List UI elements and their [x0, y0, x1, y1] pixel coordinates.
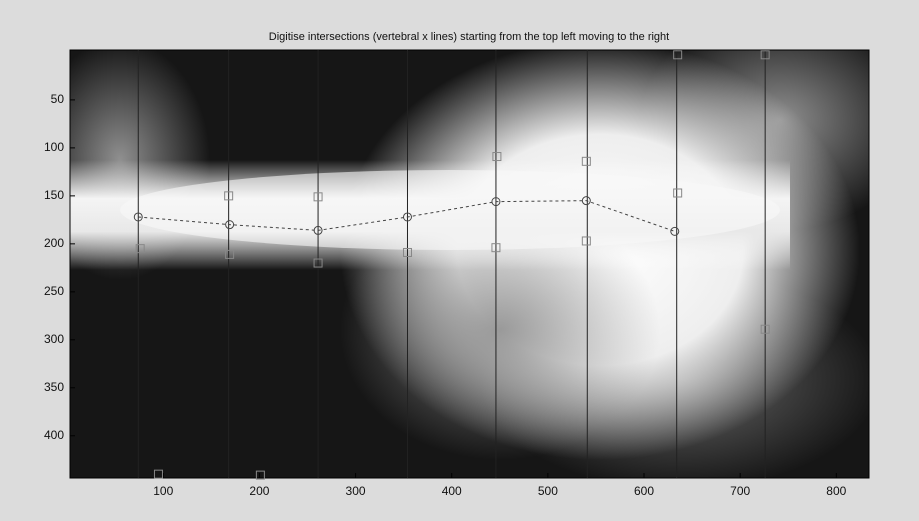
xray-image [30, 10, 919, 490]
y-tick-label: 350 [44, 380, 64, 394]
y-tick-label: 300 [44, 332, 64, 346]
y-tick-label: 200 [44, 236, 64, 250]
x-tick-label: 200 [249, 484, 269, 498]
x-tick-label: 600 [634, 484, 654, 498]
y-tick-label: 400 [44, 428, 64, 442]
x-tick-label: 400 [442, 484, 462, 498]
y-tick-label: 50 [51, 92, 65, 106]
x-tick-label: 800 [826, 484, 846, 498]
page: Digitise intersections (vertebral x line… [0, 0, 919, 521]
x-tick-label: 100 [153, 484, 173, 498]
axes-title: Digitise intersections (vertebral x line… [269, 31, 669, 43]
y-tick-label: 100 [44, 140, 64, 154]
x-tick-label: 700 [730, 484, 750, 498]
figure: Digitise intersections (vertebral x line… [0, 0, 919, 521]
y-tick-label: 250 [44, 284, 64, 298]
x-tick-label: 500 [538, 484, 558, 498]
x-tick-label: 300 [346, 484, 366, 498]
y-tick-label: 150 [44, 188, 64, 202]
